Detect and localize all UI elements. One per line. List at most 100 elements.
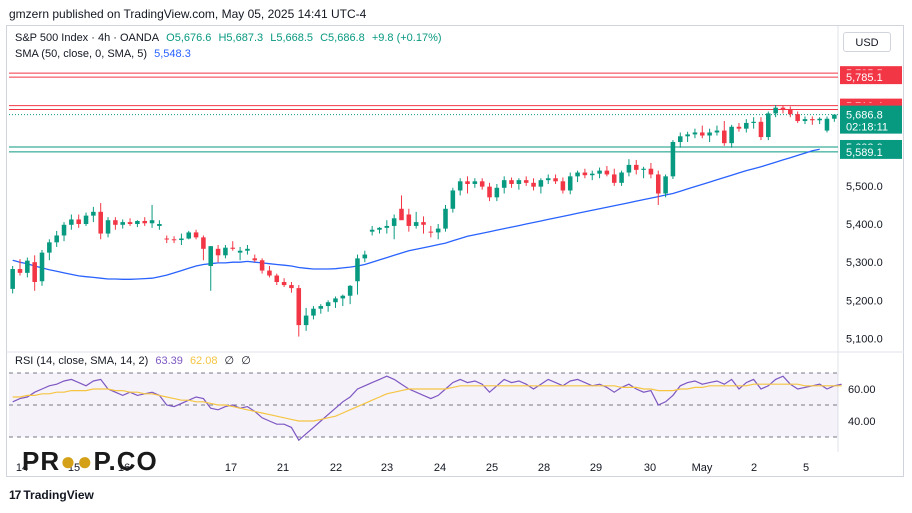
tradingview-brand: TradingView — [23, 488, 94, 502]
price-tick-label: 5,300.0 — [846, 257, 883, 269]
tradingview-footer[interactable]: 17 TradingView — [9, 488, 94, 502]
rsi-ma-polyline — [12, 383, 842, 422]
open-value: O5,676.6 — [166, 32, 212, 44]
time-tick-label: 25 — [486, 462, 498, 474]
candle-body — [758, 121, 764, 138]
candle-body — [722, 130, 727, 144]
candle-body — [186, 232, 192, 239]
candle-body — [714, 130, 720, 133]
candle-body — [245, 248, 250, 251]
candle-body — [736, 126, 742, 129]
candle-body — [685, 134, 690, 137]
candle-body — [76, 219, 81, 225]
candle-body — [641, 168, 646, 170]
candle-body — [296, 288, 302, 326]
rsi-polyline — [12, 375, 842, 442]
candle-body — [347, 285, 353, 296]
candle-body — [553, 178, 558, 182]
candle-body — [560, 181, 566, 191]
symbol-label[interactable]: S&P 500 Index · 4h · OANDA — [15, 32, 160, 44]
candle-body — [538, 180, 544, 187]
candle-body — [406, 214, 412, 226]
candle-body — [69, 219, 74, 225]
time-tick-label: 14 — [16, 462, 28, 474]
candle-body — [237, 250, 243, 253]
support-level-label: 5,589.1 — [846, 147, 883, 159]
candle-body — [802, 119, 808, 122]
grid-layer — [6, 26, 904, 452]
low-value: L5,668.5 — [270, 32, 314, 44]
candle-body — [795, 114, 800, 122]
candle-body — [501, 180, 507, 188]
candle-body — [83, 215, 89, 225]
main-legend: S&P 500 Index · 4h · OANDA O5,676.6 H5,6… — [15, 32, 446, 44]
candle-body — [303, 315, 309, 326]
sma-legend: SMA (50, close, 0, SMA, 5) 5,548.3 — [15, 48, 195, 60]
candle-body — [149, 220, 155, 224]
rsi-tick-label: 60.00 — [848, 384, 876, 396]
candle-body — [472, 181, 478, 184]
time-tick-label: 28 — [538, 462, 550, 474]
rsi-extra-1: ∅ — [224, 355, 235, 367]
price-tick-label: 5,100.0 — [846, 333, 883, 345]
horizontal-levels — [9, 72, 838, 153]
high-value: H5,687.3 — [218, 32, 264, 44]
time-tick-label: May — [692, 462, 713, 474]
price-axis: 5,500.05,400.05,300.05,200.05,100.05,795… — [840, 66, 902, 345]
candle-body — [655, 174, 661, 194]
candle-body — [729, 126, 734, 144]
candle-body — [201, 237, 206, 249]
candle-body — [135, 220, 140, 225]
time-axis: 14 15 16 17 21 22 23 24 25 28 29 30 May 2 5 — [16, 462, 809, 474]
candle-body — [611, 174, 617, 183]
candle-body — [824, 118, 830, 131]
sma-value: 5,548.3 — [154, 48, 191, 60]
candle-body — [428, 231, 434, 233]
candle-body — [325, 302, 331, 307]
candle-body — [127, 222, 133, 225]
candle-body — [113, 220, 118, 225]
candle-body — [54, 235, 59, 243]
watermark-logo: PR●●P.CO — [22, 446, 158, 477]
time-tick-label: 5 — [803, 462, 809, 474]
sma-label[interactable]: SMA (50, close, 0, SMA, 5) — [15, 48, 148, 60]
candle-body — [744, 122, 749, 129]
currency-selector[interactable]: USD — [843, 32, 891, 52]
candle-body — [384, 225, 390, 228]
countdown-label: 02:18:11 — [846, 122, 888, 134]
candle-body — [208, 246, 214, 266]
candle-body — [311, 308, 316, 316]
sma-polyline — [12, 148, 820, 280]
candle-body — [289, 285, 294, 289]
resistance-level-tag — [840, 70, 902, 85]
time-tick-label: 24 — [434, 462, 446, 474]
candle-body — [531, 182, 536, 187]
candle-body — [751, 121, 756, 123]
candle-body — [494, 187, 500, 198]
tradingview-logo-icon: 17 — [9, 488, 21, 502]
candle-body — [692, 132, 698, 135]
watermark-text-mid: P.CO — [93, 446, 158, 476]
candle-body — [457, 181, 463, 191]
candle-body — [413, 222, 419, 226]
candle-body — [340, 295, 346, 299]
candle-body — [707, 132, 712, 136]
candle-body — [318, 306, 324, 309]
candle-body — [164, 238, 170, 240]
last-price-tag — [840, 105, 902, 134]
candles — [10, 105, 837, 337]
resistance-level-label: 5,785.1 — [846, 72, 883, 84]
candle-body — [391, 218, 397, 226]
candle-body — [120, 222, 125, 225]
rsi-value: 63.39 — [155, 355, 183, 367]
candle-body — [567, 176, 573, 191]
time-tick-label: 22 — [330, 462, 342, 474]
candle-body — [465, 181, 470, 184]
candle-body — [179, 238, 184, 241]
candle-body — [105, 220, 111, 234]
candle-body — [223, 247, 228, 256]
candle-body — [766, 113, 771, 138]
support-level-tag — [840, 144, 902, 159]
rsi-label[interactable]: RSI (14, close, SMA, 14, 2) — [15, 355, 149, 367]
